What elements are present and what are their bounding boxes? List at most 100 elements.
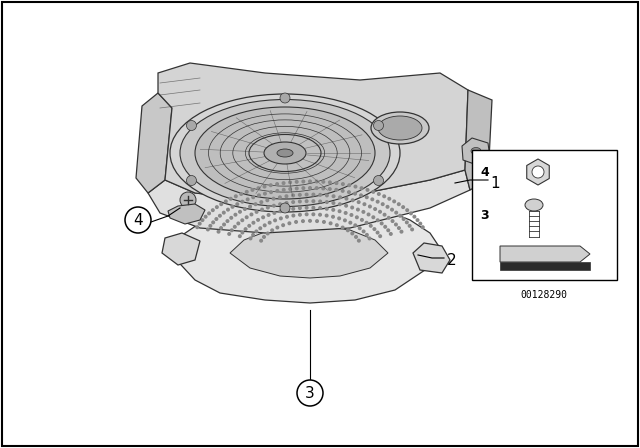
Circle shape <box>240 218 244 222</box>
Circle shape <box>347 190 351 194</box>
Circle shape <box>256 218 260 222</box>
Circle shape <box>377 192 381 196</box>
Circle shape <box>355 215 359 219</box>
Circle shape <box>332 194 335 198</box>
Circle shape <box>255 210 259 214</box>
Circle shape <box>281 223 285 227</box>
Circle shape <box>335 223 339 227</box>
Circle shape <box>236 202 239 206</box>
Circle shape <box>318 213 322 217</box>
Circle shape <box>195 225 199 229</box>
Circle shape <box>405 220 409 224</box>
Circle shape <box>252 195 255 199</box>
Circle shape <box>356 200 361 204</box>
Circle shape <box>351 198 355 202</box>
Circle shape <box>230 228 234 233</box>
Text: 00128290: 00128290 <box>520 290 568 300</box>
Circle shape <box>226 208 230 211</box>
Circle shape <box>354 235 358 239</box>
Circle shape <box>308 179 312 183</box>
Circle shape <box>335 181 339 185</box>
Ellipse shape <box>471 147 481 155</box>
Circle shape <box>244 215 249 219</box>
Polygon shape <box>136 93 172 193</box>
Circle shape <box>367 212 371 216</box>
Circle shape <box>268 221 271 225</box>
Circle shape <box>254 229 259 233</box>
Circle shape <box>234 194 238 198</box>
Circle shape <box>368 205 372 208</box>
Circle shape <box>298 213 302 217</box>
Circle shape <box>288 181 292 185</box>
Circle shape <box>362 210 365 214</box>
Circle shape <box>298 206 302 210</box>
Circle shape <box>275 225 279 229</box>
Circle shape <box>360 218 364 222</box>
Circle shape <box>220 202 223 206</box>
Circle shape <box>344 197 348 201</box>
Circle shape <box>244 190 249 194</box>
Circle shape <box>337 216 341 220</box>
Circle shape <box>332 208 335 212</box>
Circle shape <box>204 215 207 219</box>
Circle shape <box>308 186 312 190</box>
Circle shape <box>383 213 387 217</box>
Circle shape <box>353 223 357 227</box>
Circle shape <box>322 220 326 224</box>
Circle shape <box>387 228 390 233</box>
Circle shape <box>394 211 398 215</box>
Circle shape <box>305 199 308 203</box>
Circle shape <box>378 234 382 238</box>
Circle shape <box>401 205 405 209</box>
Circle shape <box>365 221 369 225</box>
Circle shape <box>420 225 425 229</box>
Circle shape <box>398 214 402 218</box>
Circle shape <box>285 201 289 205</box>
Circle shape <box>353 192 357 196</box>
Circle shape <box>291 200 295 204</box>
Circle shape <box>374 176 383 185</box>
Text: 3: 3 <box>480 208 488 221</box>
Circle shape <box>312 212 316 216</box>
Circle shape <box>312 193 316 197</box>
Ellipse shape <box>195 107 375 199</box>
Circle shape <box>297 380 323 406</box>
Circle shape <box>239 192 243 196</box>
Circle shape <box>321 186 325 190</box>
Circle shape <box>259 200 263 204</box>
Circle shape <box>340 189 345 193</box>
Circle shape <box>397 202 401 206</box>
Circle shape <box>125 207 151 233</box>
Circle shape <box>285 208 289 212</box>
Circle shape <box>362 229 365 233</box>
Circle shape <box>257 186 260 190</box>
Circle shape <box>200 218 205 222</box>
Circle shape <box>238 210 242 214</box>
Circle shape <box>373 207 377 211</box>
Circle shape <box>228 197 233 201</box>
Polygon shape <box>295 175 325 190</box>
Circle shape <box>405 208 409 212</box>
Circle shape <box>409 211 413 215</box>
Circle shape <box>356 207 360 211</box>
Text: 4: 4 <box>133 212 143 228</box>
Circle shape <box>261 215 265 219</box>
Circle shape <box>343 218 347 222</box>
Circle shape <box>241 200 244 204</box>
Circle shape <box>374 121 383 130</box>
Circle shape <box>262 185 266 189</box>
Circle shape <box>227 232 231 236</box>
Circle shape <box>324 207 329 211</box>
Polygon shape <box>413 243 450 273</box>
Circle shape <box>371 215 375 219</box>
Circle shape <box>236 221 241 225</box>
Circle shape <box>207 211 211 215</box>
Circle shape <box>262 235 266 239</box>
Circle shape <box>324 214 328 218</box>
Circle shape <box>287 221 291 225</box>
Circle shape <box>532 166 544 178</box>
Circle shape <box>250 212 253 216</box>
Circle shape <box>346 228 350 233</box>
Circle shape <box>211 220 215 224</box>
Circle shape <box>365 195 369 199</box>
